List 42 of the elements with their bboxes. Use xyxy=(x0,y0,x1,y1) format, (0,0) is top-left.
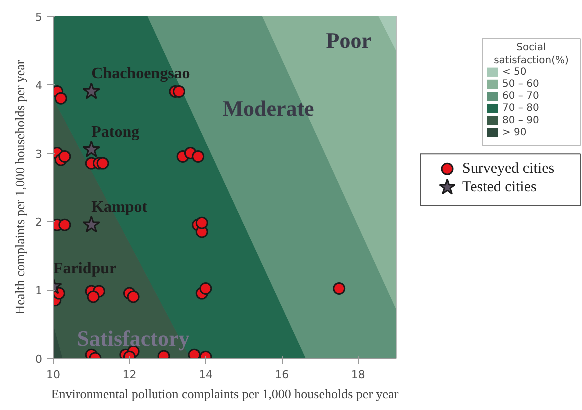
x-axis-title: Environmental pollution complaints per 1,000 households per year xyxy=(51,386,400,402)
legend-label: Tested cities xyxy=(462,180,538,196)
annotation: Kampot xyxy=(92,199,148,216)
y-tick-label: 3 xyxy=(36,148,42,161)
point xyxy=(58,218,72,232)
legend-label: 70 – 80 xyxy=(502,103,540,114)
y-tick-label: 1 xyxy=(36,284,42,298)
annotation: Poor xyxy=(326,28,372,53)
legend-title: Social satisfaction(%) xyxy=(494,42,570,67)
y-tick-label: 2 xyxy=(36,216,42,230)
point xyxy=(333,282,346,295)
point xyxy=(87,290,100,304)
legend-label: 60 – 70 xyxy=(502,91,540,102)
legend-label: < 50 xyxy=(502,66,527,78)
annotation: Faridpur xyxy=(54,260,117,278)
legend-label: 80 – 90 xyxy=(502,115,540,126)
point xyxy=(82,82,100,100)
point xyxy=(196,216,208,230)
legend-label: Surveyed cities xyxy=(462,161,555,178)
legend-label: 50 – 60 xyxy=(502,78,540,90)
point xyxy=(82,140,100,158)
point xyxy=(192,150,205,163)
point xyxy=(54,92,68,105)
y-tick-label: 4 xyxy=(36,79,42,92)
point xyxy=(127,290,140,304)
point xyxy=(96,157,110,170)
x-tick-label: 12 xyxy=(122,368,137,382)
x-tick-label: 10 xyxy=(46,368,60,382)
y-axis-title: Health complaints per 1,000 households per year xyxy=(12,60,28,315)
y-tick-label: 5 xyxy=(36,11,42,24)
x-tick-label: 18 xyxy=(351,368,366,382)
point xyxy=(200,282,212,295)
annotation: Satisfactory xyxy=(77,326,190,351)
legend-label: > 90 xyxy=(502,127,527,138)
annotation: Moderate xyxy=(222,96,315,121)
y-tick-label: 0 xyxy=(36,353,42,366)
point xyxy=(82,216,100,233)
point xyxy=(58,150,72,163)
x-tick-label: 14 xyxy=(198,368,213,382)
point xyxy=(173,86,186,98)
x-tick-label: 16 xyxy=(275,368,290,382)
annotation: Patong xyxy=(92,124,140,141)
